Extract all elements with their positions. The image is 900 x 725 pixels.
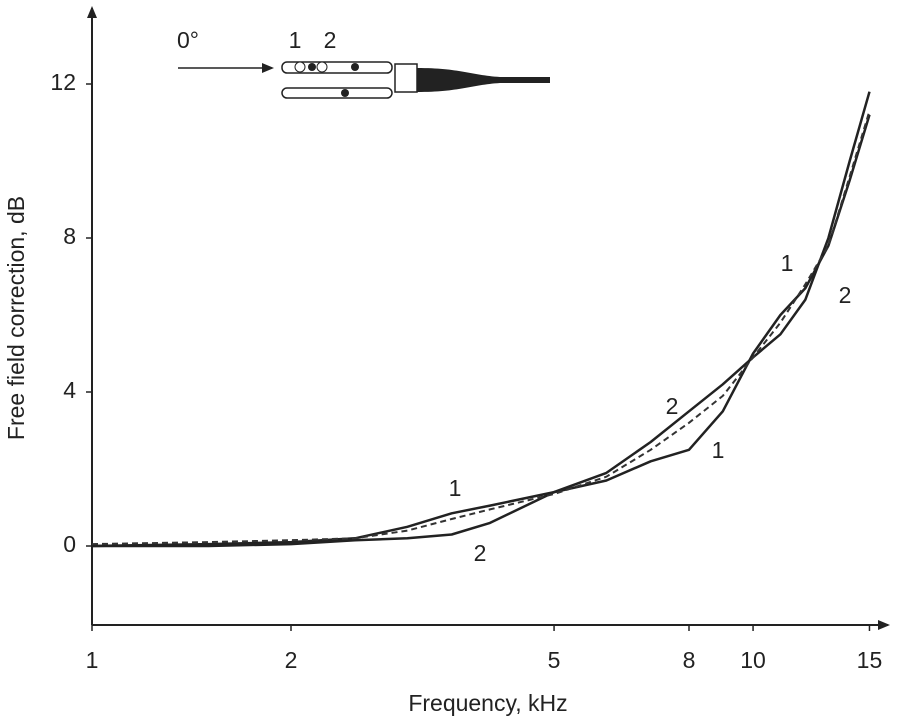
- probe-label: 2: [324, 27, 337, 53]
- x-tick-label: 15: [857, 647, 883, 673]
- x-axis-label: Frequency, kHz: [408, 690, 567, 716]
- curve-label: 2: [839, 282, 852, 308]
- x-tick-label: 1: [86, 647, 99, 673]
- curve-label: 2: [666, 393, 679, 419]
- x-tick-label: 10: [740, 647, 766, 673]
- curve-label: 1: [712, 437, 725, 463]
- series-line: [91, 114, 871, 548]
- series-line: [92, 91, 871, 548]
- y-tick-label: 0: [63, 531, 76, 557]
- probe-label: 1: [289, 27, 302, 53]
- curve-label: 1: [781, 250, 794, 276]
- inset-diagram: 0° 1 2: [177, 27, 550, 99]
- series-line: [91, 110, 871, 546]
- curve-label: 1: [449, 475, 462, 501]
- y-tick-label: 12: [50, 69, 76, 95]
- y-tick-label: 4: [63, 377, 76, 403]
- x-tick-label: 8: [683, 647, 696, 673]
- x-tick-label: 5: [548, 647, 561, 673]
- curve-label: 2: [474, 540, 487, 566]
- angle-label: 0°: [177, 27, 199, 53]
- y-axis-label: Free field correction, dB: [3, 196, 29, 440]
- x-tick-label: 2: [285, 647, 298, 673]
- y-tick-label: 8: [63, 223, 76, 249]
